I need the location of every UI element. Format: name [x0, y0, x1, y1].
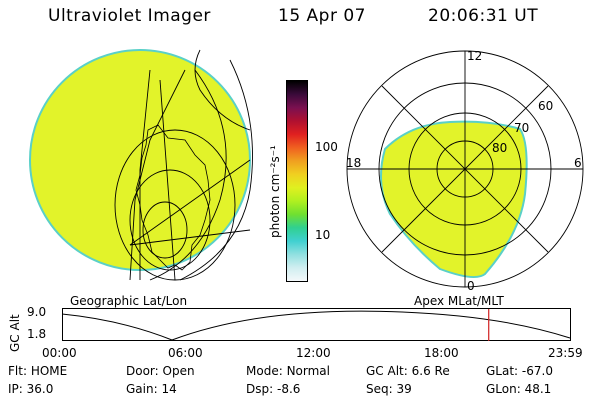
- geographic-image: [29, 49, 253, 281]
- info-ip: IP: 36.0: [8, 382, 54, 396]
- info-mode: Mode: Normal: [246, 364, 330, 378]
- alt-xtick-1: 06:00: [168, 346, 203, 360]
- grid-arc: [129, 169, 211, 271]
- mlt-line-diag: [381, 85, 549, 253]
- mlt-label-12: 12: [467, 49, 482, 63]
- grid-arc: [194, 49, 251, 131]
- alt-xtick-4: 23:59: [548, 346, 583, 360]
- info-flt: Flt: HOME: [8, 364, 68, 378]
- polar-plot: 12 18 6 0 60 70 80: [346, 49, 584, 293]
- grid-arc: [129, 159, 251, 246]
- altitude-curve: [62, 310, 571, 341]
- date-label: 15 Apr 07: [278, 6, 366, 26]
- aurora-region: [380, 120, 528, 279]
- alt-ytick-high: 9.0: [27, 305, 47, 319]
- alt-xtick-0: 00:00: [42, 346, 77, 360]
- colorbar-tick-10: 10: [315, 228, 331, 242]
- info-dsp: Dsp: -8.6: [246, 382, 301, 396]
- info-glon: GLon: 48.1: [486, 382, 552, 396]
- mlt-label-18: 18: [346, 156, 361, 170]
- lat-label-70: 70: [514, 121, 529, 135]
- coastline: [135, 124, 211, 271]
- alt-ytick-low: 1.8: [27, 327, 47, 341]
- info-gain: Gain: 14: [126, 382, 177, 396]
- alt-xtick-2: 12:00: [296, 346, 331, 360]
- info-glat: GLat: -67.0: [486, 364, 553, 378]
- grid-arc: [129, 69, 186, 281]
- grid-arc: [149, 69, 227, 281]
- info-seq: Seq: 39: [366, 382, 412, 396]
- alt-plot-frame: [62, 308, 571, 341]
- colorbar: [286, 80, 308, 282]
- info-door: Door: Open: [126, 364, 195, 378]
- left-panel-label: Geographic Lat/Lon: [70, 294, 188, 308]
- info-gc-alt: GC Alt: 6.6 Re: [366, 364, 450, 378]
- alt-xtick-3: 18:00: [424, 346, 459, 360]
- colorbar-tick-100: 100: [315, 140, 338, 154]
- mlt-label-6: 6: [574, 156, 582, 170]
- app-title: Ultraviolet Imager: [48, 6, 211, 26]
- altitude-plot: [62, 308, 571, 341]
- grid-arc: [179, 59, 253, 281]
- grid-arc: [159, 79, 176, 281]
- lat-label-80: 80: [492, 141, 507, 155]
- time-label: 20:06:31 UT: [428, 6, 539, 26]
- lat-label-60: 60: [538, 99, 553, 113]
- grid-arc: [142, 201, 188, 259]
- right-panel-label: Apex MLat/MLT: [414, 294, 504, 308]
- mlt-label-0: 0: [467, 279, 475, 293]
- colorbar-unit-label: photon cm⁻²s⁻¹: [268, 145, 282, 238]
- alt-axis-title: GC Alt: [8, 314, 22, 352]
